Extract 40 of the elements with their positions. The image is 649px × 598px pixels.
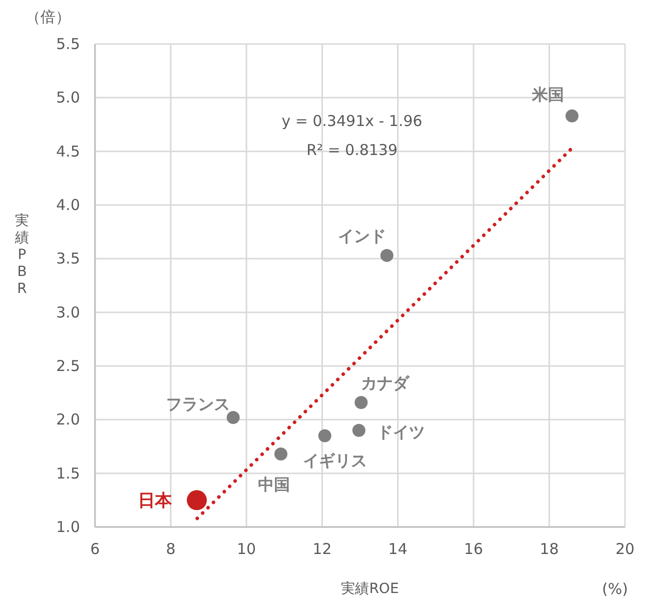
y-tick-label: 5.0 [56, 88, 80, 107]
y-axis-title: 実績PBR [14, 213, 29, 297]
x-tick-label: 18 [540, 540, 559, 558]
point [274, 448, 288, 461]
point [354, 396, 368, 409]
x-tick-label: 6 [90, 540, 100, 558]
y-tick-label: 2.5 [56, 357, 80, 375]
text: (%) [602, 580, 628, 598]
point [566, 109, 578, 122]
x-tick-label: 8 [166, 540, 176, 558]
point [352, 424, 366, 437]
x-tick-label: 10 [236, 540, 256, 558]
annotation: R² = 0.8139 [306, 141, 398, 159]
series-label: 米国 [531, 84, 564, 104]
annotation: y = 0.3491x - 1.96 [282, 112, 422, 130]
point [226, 411, 240, 424]
y-tick-label: 4.5 [56, 142, 80, 160]
y-tick-label: 1.0 [56, 518, 80, 536]
point [318, 429, 332, 442]
y-tick-label: 3.0 [56, 303, 80, 322]
y-tick-label: 4.0 [56, 196, 80, 214]
y-tick-label: 1.5 [56, 464, 80, 482]
series-label: フランス [166, 394, 230, 414]
point [186, 490, 207, 510]
y-tick-label: 3.5 [56, 250, 80, 268]
x-tick-label: 20 [615, 540, 635, 558]
x-tick-label: 12 [312, 540, 332, 558]
x-tick-label: 14 [388, 540, 408, 558]
point [380, 248, 394, 262]
text: （倍） [26, 8, 70, 26]
x-tick-label: 16 [464, 540, 484, 558]
series-label: ドイツ [376, 422, 425, 442]
y-tick-label: 2.0 [56, 410, 80, 429]
series-label: イギリス [302, 450, 367, 470]
series-label: カナダ [361, 373, 410, 392]
series-label: 中国 [258, 475, 290, 494]
y-tick-label: 5.5 [56, 35, 80, 53]
x-axis-title: 実績ROE [341, 581, 399, 597]
series-label: インド [338, 226, 386, 246]
series-label: 日本 [138, 491, 173, 512]
